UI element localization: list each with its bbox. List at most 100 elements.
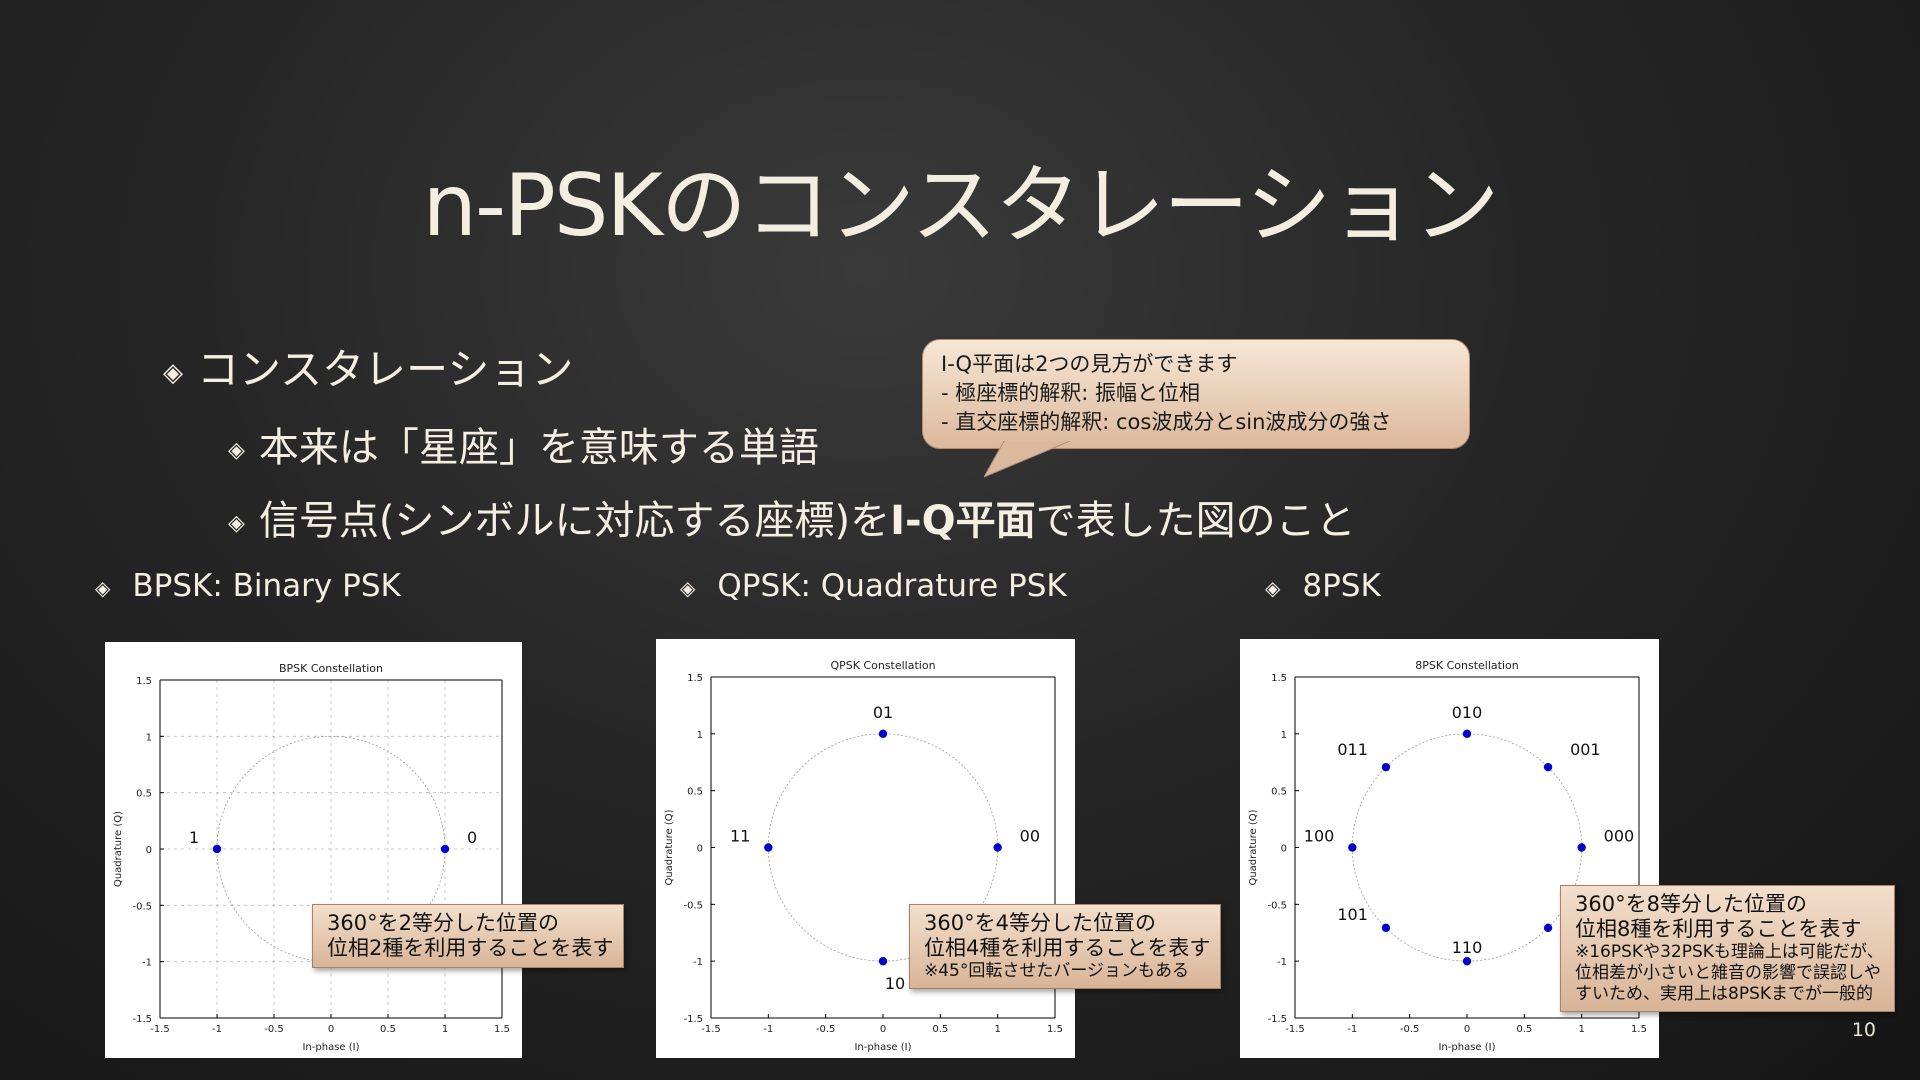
point-label: 11 [730, 827, 750, 846]
x-tick-label: 1 [442, 1024, 448, 1035]
y-tick-label: -1 [1277, 957, 1287, 968]
point-label: 101 [1337, 905, 1368, 924]
y-tick-label: 1 [697, 730, 703, 741]
constellation-point [1543, 762, 1553, 772]
qpsk-label-text: QPSK: Quadrature PSK [717, 568, 1067, 604]
8psk-chart: 8PSK Constellation -1.5 -1.5 -1 -1 -0.5 -0.5 0 0… [1240, 639, 1659, 1058]
chart-title: 8PSK Constellation [1415, 659, 1518, 672]
y-axis-label: Quadrature (Q) [1248, 809, 1259, 885]
diamond-bullet-icon: ◈ [163, 357, 183, 388]
point-label: 10 [885, 974, 905, 993]
8psk-note-small-2: 位相差が小さいと雑音の影響で誤認しや [1575, 963, 1881, 983]
constellation-point [993, 843, 1002, 852]
y-tick-label: 1 [1281, 730, 1287, 741]
panel-label-bpsk: ◈ BPSK: Binary PSK [95, 568, 401, 604]
iq-callout: I-Q平面は2つの見方ができます - 極座標的解釈: 振幅と位相 - 直交座標的… [922, 339, 1470, 449]
x-tick-label: 1.5 [494, 1024, 510, 1035]
qpsk-note: 360°を4等分した位置の 位相4種を利用することを表す ※45°回転させたバー… [909, 904, 1222, 989]
qpsk-note-line-1: 360°を4等分した位置の [924, 911, 1156, 935]
point-label: 011 [1337, 740, 1368, 759]
bullet-sub-2-tail: で表した図のこと [1035, 498, 1356, 544]
panel-label-qpsk: ◈ QPSK: Quadrature PSK [680, 568, 1067, 604]
diamond-bullet-icon: ◈ [228, 510, 245, 536]
point-label: 0 [467, 828, 477, 847]
chart-title: QPSK Constellation [830, 659, 935, 672]
constellation-point [212, 844, 222, 854]
y-tick-label: 0 [146, 845, 152, 856]
slide-title: n-PSKのコンスタレーション [422, 156, 1500, 256]
constellation-point [1462, 956, 1472, 966]
x-tick-label: 0 [880, 1024, 886, 1035]
y-tick-label: -1.5 [1267, 1014, 1287, 1025]
x-axis-label: In-phase (I) [302, 1042, 359, 1053]
y-tick-label: -0.5 [1267, 900, 1287, 911]
x-tick-label: -1 [212, 1024, 222, 1035]
panel-label-8psk: ◈ 8PSK [1265, 568, 1381, 604]
8psk-note-small-1: ※16PSKや32PSKも理論上は可能だが、 [1575, 942, 1884, 962]
callout-line-1: I-Q平面は2つの見方ができます [941, 352, 1238, 376]
y-tick-label: 0.5 [687, 787, 703, 798]
x-tick-label: 0 [1464, 1024, 1470, 1035]
8psk-label-text: 8PSK [1302, 568, 1381, 604]
8psk-note-line-2: 位相8種を利用することを表す [1575, 917, 1862, 941]
y-tick-label: -1 [693, 957, 703, 968]
8psk-note: 360°を8等分した位置の 位相8種を利用することを表す ※16PSKや32PS… [1560, 885, 1895, 1012]
point-label: 1 [189, 828, 199, 847]
constellation-point [1462, 729, 1472, 739]
bullet-sub-2: ◈ 信号点(シンボルに対応する座標)をI-Q平面で表した図のこと [228, 488, 1356, 546]
x-tick-label: -1 [763, 1024, 773, 1035]
constellation-point [878, 956, 888, 966]
x-tick-label: -0.5 [1400, 1024, 1420, 1035]
x-tick-label: 1.5 [1631, 1024, 1647, 1035]
point-label: 01 [873, 703, 893, 722]
chart-title: BPSK Constellation [279, 662, 383, 675]
constellation-point [1381, 923, 1391, 933]
x-tick-label: -1 [1347, 1024, 1357, 1035]
y-axis-label: Quadrature (Q) [664, 809, 675, 885]
point-label: 000 [1604, 827, 1635, 846]
x-tick-label: -0.5 [264, 1024, 284, 1035]
x-axis-label: In-phase (I) [1438, 1042, 1495, 1053]
y-tick-label: -1.5 [683, 1014, 703, 1025]
y-tick-label: 0 [1281, 844, 1287, 855]
y-tick-label: 0 [697, 844, 703, 855]
bpsk-note-line-2: 位相2種を利用することを表す [327, 936, 614, 960]
bullet-sub-2-text: 信号点(シンボルに対応する座標)を [258, 498, 891, 544]
constellation-point [1348, 843, 1357, 852]
x-tick-label: -0.5 [816, 1024, 836, 1035]
diamond-bullet-icon: ◈ [1265, 575, 1281, 600]
qpsk-chart-svg: QPSK Constellation-1.5-1.5-1-1-0.5-0.500… [664, 659, 1063, 1053]
bpsk-note-line-1: 360°を2等分した位置の [327, 911, 559, 935]
page-number: 10 [1851, 1019, 1876, 1041]
callout-tail [984, 441, 1071, 478]
qpsk-note-line-2: 位相4種を利用することを表す [924, 936, 1211, 960]
bpsk-label-text: BPSK: Binary PSK [132, 568, 401, 604]
bpsk-chart-svg: BPSK Constellation -1.5-1.5 -1 -1 -0.5 -0.5 0 0… [113, 662, 510, 1053]
constellation-point [1577, 843, 1586, 852]
callout-line-2: - 極座標的解釈: 振幅と位相 [941, 381, 1201, 405]
point-label: 010 [1452, 703, 1483, 722]
diamond-bullet-icon: ◈ [95, 575, 111, 600]
bullet-main-text: コンスタレーション [197, 345, 574, 394]
constellation-point [1381, 762, 1391, 772]
y-tick-label: -0.5 [683, 900, 703, 911]
8psk-note-line-1: 360°を8等分した位置の [1575, 892, 1807, 916]
constellation-point [764, 843, 773, 852]
y-tick-label: 1.5 [136, 676, 152, 687]
x-tick-label: 1 [994, 1024, 1000, 1035]
qpsk-note-small: ※45°回転させたバージョンもある [924, 961, 1190, 981]
y-tick-label: 1.5 [1271, 673, 1287, 684]
bullet-sub-1-text: 本来は「星座」を意味する単語 [258, 425, 819, 471]
y-tick-label: 1.5 [687, 673, 703, 684]
x-tick-label: 0.5 [380, 1024, 396, 1035]
y-tick-label: -0.5 [132, 901, 152, 912]
bullet-main: ◈ コンスタレーション [163, 336, 573, 397]
x-tick-label: 0 [328, 1024, 334, 1035]
x-tick-label: 1.5 [1047, 1024, 1063, 1035]
8psk-chart-svg: 8PSK Constellation-1.5-1.5-1-1-0.5-0.500… [1248, 659, 1647, 1053]
constellation-point [440, 844, 450, 854]
x-tick-label: 0.5 [1516, 1024, 1532, 1035]
x-tick-label: 0.5 [932, 1024, 948, 1035]
x-tick-label: 1 [1578, 1024, 1584, 1035]
callout-line-3: - 直交座標的解釈: cos波成分とsin波成分の強さ [941, 410, 1392, 434]
